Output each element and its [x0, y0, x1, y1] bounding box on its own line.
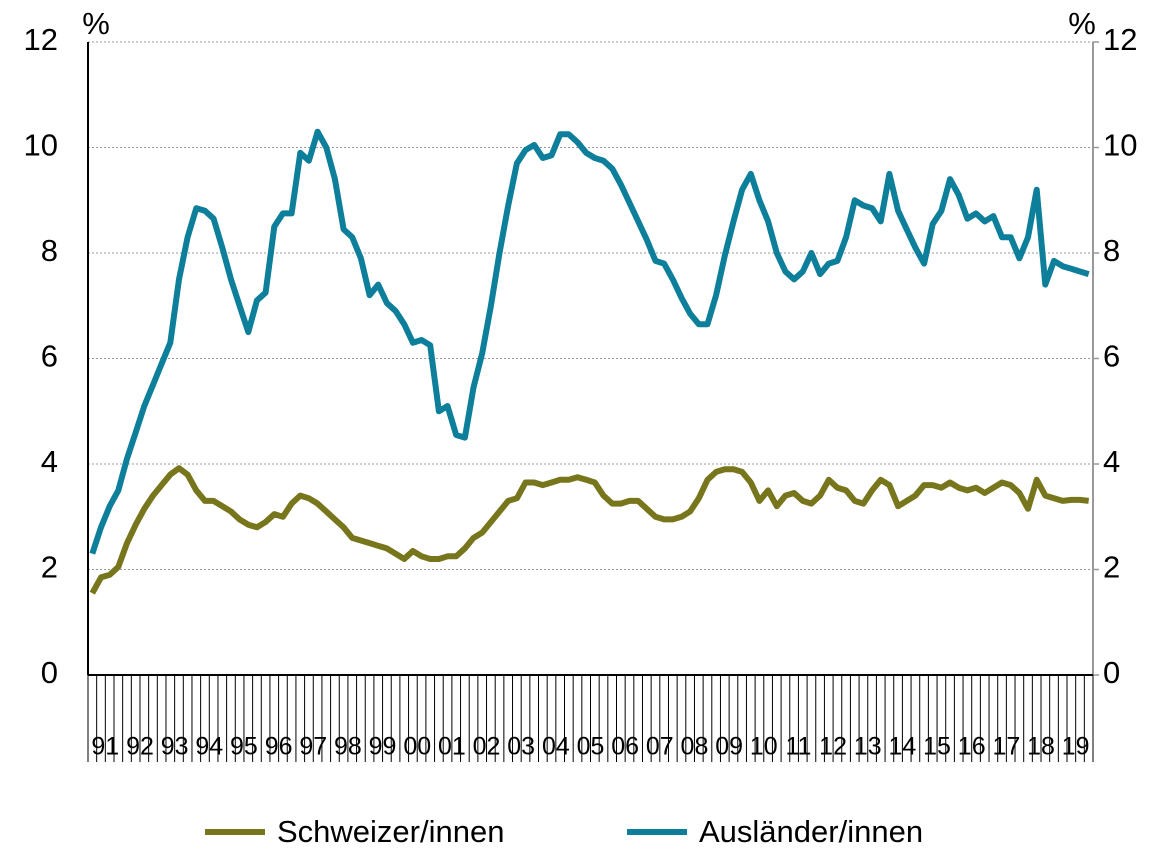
x-tick-label: 01	[438, 733, 466, 761]
x-tick-label: 14	[888, 733, 916, 761]
y-tick-label: 6	[41, 339, 58, 374]
x-tick-label: 98	[334, 733, 362, 761]
y2-tick-label: 4	[1103, 444, 1120, 479]
y2-tick-label: 12	[1103, 22, 1137, 57]
x-tick-label: 05	[577, 733, 605, 761]
x-tick-label: 18	[1027, 733, 1055, 761]
x-tick-label: 91	[91, 733, 119, 761]
x-tick-label: 15	[923, 733, 951, 761]
y-tick-label: 0	[41, 655, 58, 690]
x-tick-label: 16	[958, 733, 986, 761]
y2-tick-label: 2	[1103, 550, 1120, 585]
y-tick-label: 4	[41, 444, 58, 479]
x-tick-label: 10	[750, 733, 778, 761]
x-tick-label: 19	[1062, 733, 1090, 761]
y2-tick-label: 8	[1103, 233, 1120, 268]
y-tick-label: 8	[41, 233, 58, 268]
x-tick-label: 03	[507, 733, 535, 761]
y2-tick-label: 0	[1103, 655, 1120, 690]
y-unit: %	[82, 6, 110, 41]
x-tick-label: 06	[611, 733, 639, 761]
x-tick-label: 17	[992, 733, 1020, 761]
x-tick-label: 02	[473, 733, 501, 761]
legend-label: Schweizer/innen	[277, 814, 504, 849]
y2-tick-label: 10	[1103, 128, 1137, 163]
x-tick-label: 11	[785, 733, 811, 761]
x-tick-label: 99	[369, 733, 397, 761]
x-tick-label: 92	[126, 733, 154, 761]
y-tick-label: 10	[24, 128, 58, 163]
x-tick-label: 96	[265, 733, 293, 761]
x-tick-label: 04	[542, 733, 570, 761]
x-tick-label: 95	[230, 733, 258, 761]
x-tick-label: 94	[195, 733, 223, 761]
series-line	[89, 128, 1090, 555]
x-tick-label: 12	[819, 733, 847, 761]
x-tick-label: 00	[403, 733, 431, 761]
y2-unit: %	[1068, 6, 1096, 41]
series-line	[89, 465, 1090, 595]
legend-label: Ausländer/innen	[699, 814, 923, 849]
y-tick-label: 2	[41, 550, 58, 585]
y2-tick-label: 6	[1103, 339, 1120, 374]
x-tick-label: 08	[681, 733, 709, 761]
x-tick-label: 09	[715, 733, 743, 761]
x-tick-label: 07	[646, 733, 674, 761]
x-tick-label: 13	[854, 733, 882, 761]
x-tick-label: 93	[161, 733, 189, 761]
y-tick-label: 12	[24, 22, 58, 57]
x-tick-label: 97	[299, 733, 327, 761]
